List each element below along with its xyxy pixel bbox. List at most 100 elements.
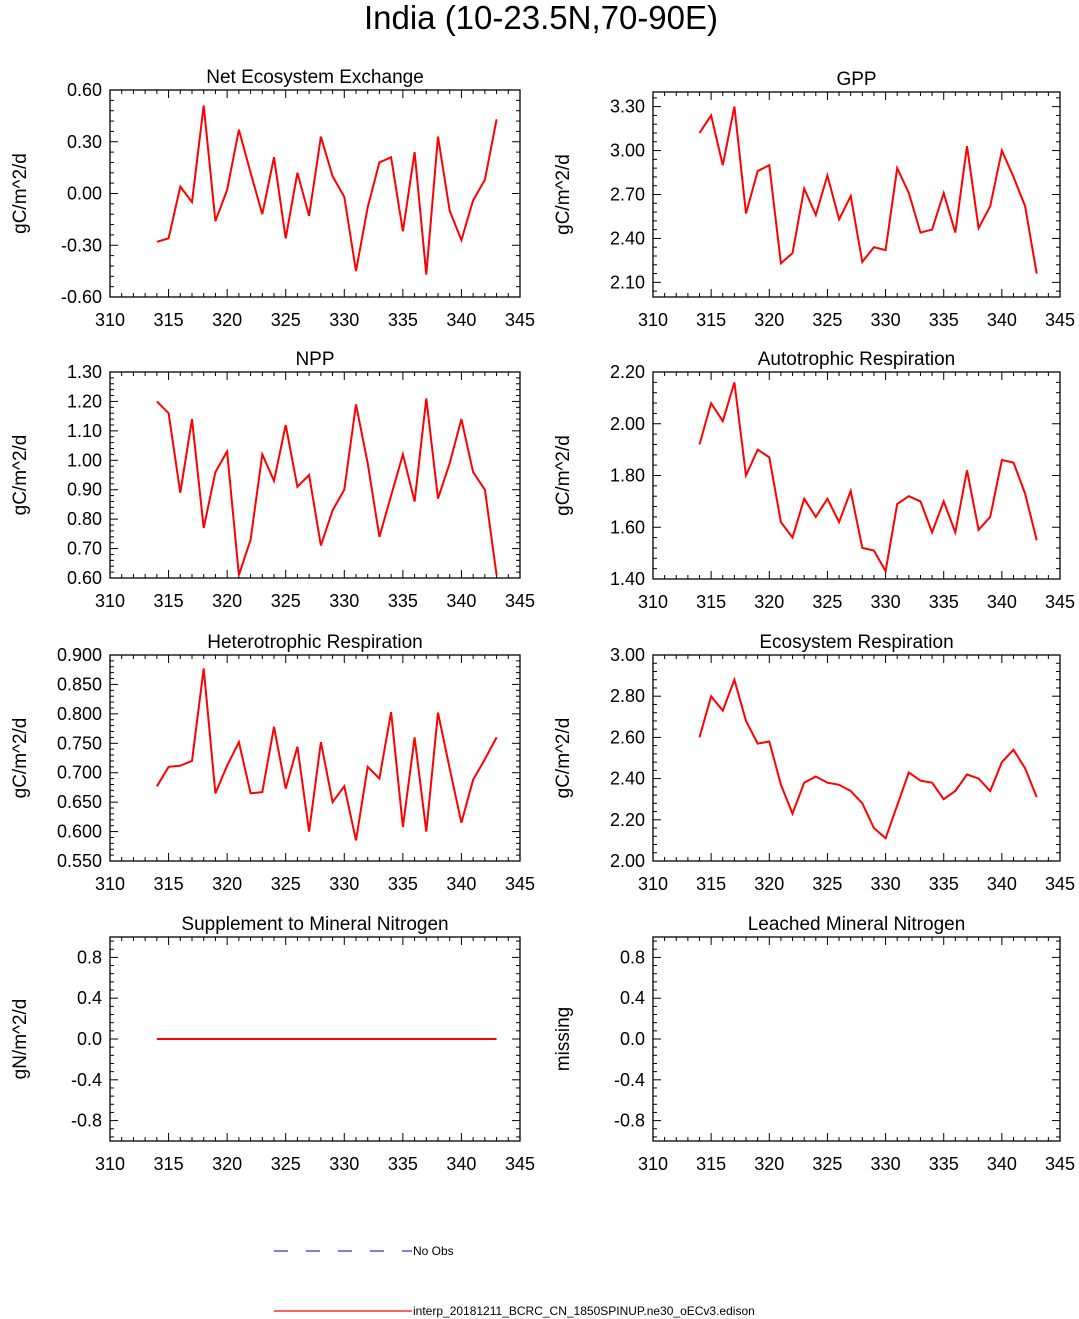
- y-axis-label: missing: [553, 1007, 574, 1071]
- y-axis-label: gC/m^2/d: [553, 718, 574, 799]
- x-tick-label: 335: [929, 1154, 959, 1174]
- x-tick-label: 310: [638, 592, 668, 612]
- x-tick-label: 315: [696, 874, 726, 894]
- x-tick-label: 320: [212, 591, 242, 611]
- x-tick-label: 345: [1045, 310, 1075, 330]
- y-tick-label: 0.800: [57, 704, 102, 724]
- x-tick-label: 320: [754, 1154, 784, 1174]
- plot-frame: [109, 371, 521, 579]
- x-tick-label: 325: [812, 310, 842, 330]
- x-tick-label: 330: [871, 874, 901, 894]
- y-tick-label: -0.30: [61, 235, 102, 255]
- x-tick-label: 325: [271, 310, 301, 330]
- x-tick-label: 345: [505, 591, 535, 611]
- y-tick-label: -0.4: [614, 1070, 645, 1090]
- x-tick-label: 325: [271, 874, 301, 894]
- y-tick-label: 0.700: [57, 763, 102, 783]
- x-tick-label: 335: [929, 310, 959, 330]
- y-tick-label: 0.8: [77, 947, 102, 967]
- x-tick-label: 330: [329, 874, 359, 894]
- y-tick-label: 0.90: [67, 480, 102, 500]
- y-axis-label: gC/m^2/d: [553, 154, 574, 235]
- y-tick-label: 0.650: [57, 792, 102, 812]
- y-tick-label: 1.10: [67, 421, 102, 441]
- x-tick-label: 345: [1045, 874, 1075, 894]
- x-tick-label: 335: [388, 874, 418, 894]
- x-tick-label: 310: [638, 310, 668, 330]
- x-tick-label: 320: [212, 310, 242, 330]
- x-tick-label: 325: [271, 591, 301, 611]
- legend-obs-label: No Obs: [413, 1244, 454, 1258]
- y-tick-label: 2.80: [610, 686, 645, 706]
- x-tick-label: 340: [446, 310, 476, 330]
- plot-frame: [109, 89, 521, 298]
- x-tick-label: 335: [388, 310, 418, 330]
- figure-title: India (10-23.5N,70-90E): [364, 0, 718, 36]
- plot-frame: [652, 91, 1061, 298]
- x-tick-label: 340: [987, 592, 1017, 612]
- y-tick-label: 0.600: [57, 822, 102, 842]
- chart-panel-2: GPP gC/m^2/d 310 315 320 325 330 335 340 345 2.10 2…: [553, 69, 1075, 330]
- chart-title: Heterotrophic Respiration: [207, 632, 422, 653]
- y-tick-label: 0.4: [77, 988, 102, 1008]
- y-tick-label: 0.00: [67, 184, 102, 204]
- x-tick-label: 325: [271, 1154, 301, 1174]
- x-tick-label: 315: [696, 310, 726, 330]
- x-tick-label: 330: [871, 1154, 901, 1174]
- y-tick-label: 0.60: [67, 80, 102, 100]
- y-tick-label: 1.40: [610, 569, 645, 589]
- y-tick-label: 0.8: [620, 947, 645, 967]
- y-tick-label: 2.40: [610, 769, 645, 789]
- y-axis-label: gC/m^2/d: [10, 718, 31, 799]
- y-tick-label: 2.20: [610, 810, 645, 830]
- series-line-model: [156, 668, 498, 841]
- plot-frame: [652, 654, 1061, 862]
- chart-title: Net Ecosystem Exchange: [206, 67, 424, 88]
- plot-frame: [109, 654, 521, 862]
- y-tick-label: 1.00: [67, 450, 102, 470]
- panels: Net Ecosystem Exchange gC/m^2/d 310 315 320 3…: [10, 67, 1075, 1174]
- x-tick-label: 345: [505, 874, 535, 894]
- x-tick-label: 325: [812, 874, 842, 894]
- y-tick-label: -0.8: [614, 1111, 645, 1131]
- x-tick-label: 320: [754, 310, 784, 330]
- y-tick-label: 0.850: [57, 674, 102, 694]
- y-tick-label: -0.4: [71, 1070, 102, 1090]
- y-tick-label: 2.70: [610, 185, 645, 205]
- x-tick-label: 335: [929, 592, 959, 612]
- legend: No Obs interp_20181211_BCRC_CN_1850SPINU…: [274, 1244, 755, 1318]
- chart-title: Supplement to Mineral Nitrogen: [181, 914, 448, 935]
- x-tick-label: 340: [446, 874, 476, 894]
- x-tick-label: 335: [388, 1154, 418, 1174]
- series-line-model: [698, 106, 1038, 274]
- y-tick-label: 0.900: [57, 645, 102, 665]
- y-tick-label: 1.60: [610, 517, 645, 537]
- x-tick-label: 345: [1045, 1154, 1075, 1174]
- x-tick-label: 330: [329, 1154, 359, 1174]
- chart-title: Autotrophic Respiration: [758, 349, 956, 370]
- y-tick-label: 1.20: [67, 391, 102, 411]
- x-tick-label: 315: [154, 1154, 184, 1174]
- x-tick-label: 330: [329, 310, 359, 330]
- y-tick-label: 3.00: [610, 645, 645, 665]
- y-tick-label: 0.80: [67, 509, 102, 529]
- y-tick-label: 2.10: [610, 272, 645, 292]
- y-tick-label: 0.60: [67, 568, 102, 588]
- y-tick-label: 2.60: [610, 727, 645, 747]
- x-tick-label: 340: [987, 874, 1017, 894]
- chart-panel-1: Net Ecosystem Exchange gC/m^2/d 310 315 320 3…: [10, 67, 535, 330]
- x-tick-label: 330: [329, 591, 359, 611]
- chart-title: GPP: [836, 69, 876, 90]
- chart-panel-4: Autotrophic Respiration gC/m^2/d 310 315 320…: [553, 349, 1075, 612]
- x-tick-label: 310: [638, 1154, 668, 1174]
- chart-panel-7: Supplement to Mineral Nitrogen gN/m^2/d 31…: [10, 914, 535, 1174]
- x-tick-label: 310: [95, 1154, 125, 1174]
- y-axis-label: gC/m^2/d: [10, 435, 31, 516]
- x-tick-label: 345: [1045, 592, 1075, 612]
- x-tick-label: 315: [696, 592, 726, 612]
- plot-frame: [652, 936, 1061, 1142]
- x-tick-label: 325: [812, 592, 842, 612]
- y-tick-label: 0.30: [67, 132, 102, 152]
- y-axis-label: gC/m^2/d: [553, 435, 574, 516]
